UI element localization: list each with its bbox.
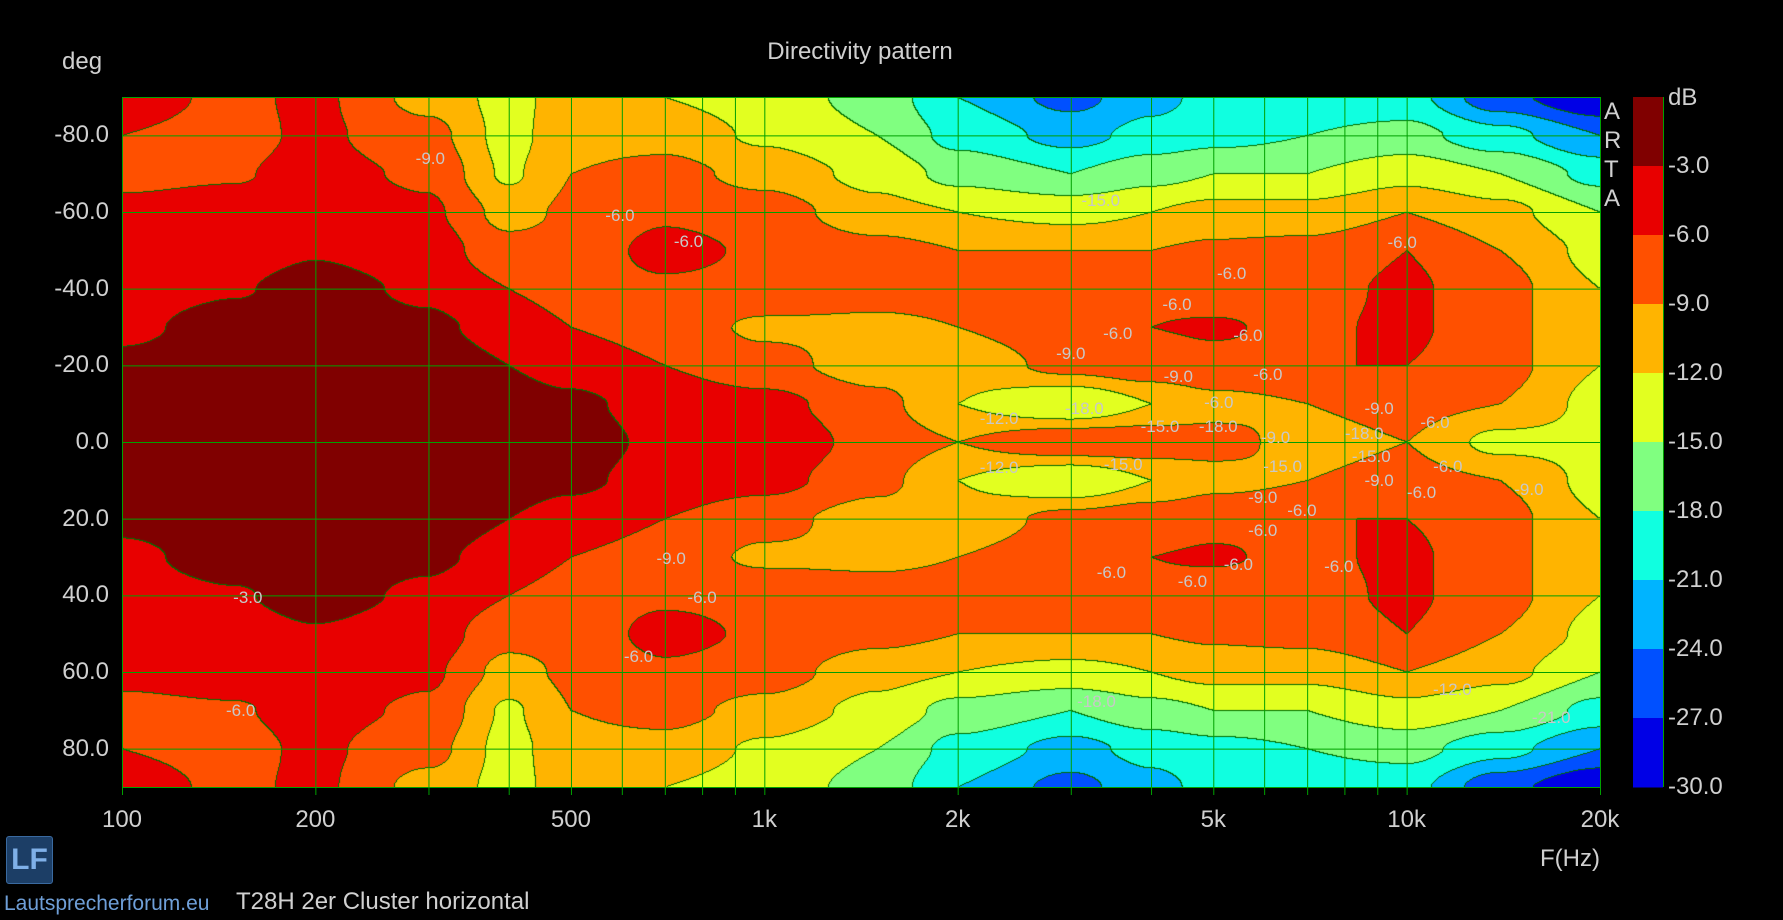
colorbar-tick-label: -3.0	[1668, 152, 1710, 179]
contour-label: -6.0	[1177, 572, 1208, 592]
contour-label: -6.0	[1233, 325, 1263, 345]
x-tick-label: 20k	[1580, 806, 1620, 833]
chart-caption: T28H 2er Cluster horizontal	[236, 888, 530, 915]
colorbar-tick-label: -9.0	[1668, 290, 1710, 317]
y-tick-label: -80.0	[54, 121, 109, 149]
contour-label: -12.0	[979, 408, 1019, 428]
contour-label: -6.0	[1216, 264, 1247, 284]
forum-logo: LF	[6, 836, 53, 884]
contour-label: -6.0	[1433, 456, 1463, 476]
contour-label: -15.0	[1140, 416, 1180, 436]
colorbar-band	[1633, 166, 1663, 236]
contour-label: -6.0	[673, 231, 704, 251]
contour-label: -9.0	[1364, 399, 1394, 419]
contour-label: -15.0	[1081, 190, 1121, 210]
colorbar-band	[1633, 373, 1663, 443]
arta-letter: A	[1604, 98, 1621, 125]
colorbar-tick-label: -27.0	[1668, 704, 1723, 731]
x-tick-label: 5k	[1200, 806, 1226, 833]
colorbar-tick-label: -21.0	[1668, 566, 1723, 593]
contour-label: -6.0	[225, 700, 256, 720]
contour-label: -15.0	[1263, 456, 1302, 476]
y-axis-label: deg	[62, 48, 103, 75]
colorbar-band	[1633, 235, 1663, 305]
y-tick-label: -60.0	[54, 198, 109, 225]
contour-label: -12.0	[1432, 680, 1472, 700]
contour-label: -21.0	[1531, 707, 1571, 727]
colorbar-band	[1633, 511, 1663, 581]
contour-label: -6.0	[1253, 365, 1283, 385]
colorbar-tick-label: -15.0	[1668, 428, 1723, 455]
x-tick-label: 100	[101, 806, 143, 833]
contour-label: -6.0	[1204, 392, 1234, 412]
arta-letter: T	[1604, 156, 1619, 183]
y-tick-label: 60.0	[62, 658, 109, 685]
colorbar-unit: dB	[1668, 84, 1698, 111]
colorbar-tick-label: -30.0	[1668, 773, 1723, 800]
y-tick-label: 20.0	[62, 504, 109, 532]
contour-label: -9.0	[415, 149, 445, 169]
arta-letter: A	[1604, 185, 1621, 212]
colorbar-tick-label: -12.0	[1668, 359, 1723, 386]
contour-label: -9.0	[1248, 488, 1278, 508]
forum-watermark: Lautsprecherforum.eu	[4, 892, 210, 915]
y-tick-label: -20.0	[54, 351, 109, 379]
colorbar-band	[1633, 304, 1663, 374]
contour-label: -6.0	[1103, 323, 1133, 343]
contour-label: -18.0	[1344, 423, 1384, 443]
contour-label: -6.0	[687, 588, 717, 608]
x-tick-label: 200	[295, 806, 336, 833]
contour-label: -9.0	[1056, 343, 1086, 363]
arta-letter: R	[1604, 127, 1622, 154]
y-tick-label: 40.0	[62, 581, 109, 609]
contour-label: -15.0	[1351, 447, 1391, 467]
contour-label: -9.0	[656, 548, 686, 568]
contour-label: -6.0	[1324, 556, 1354, 576]
contour-label: -3.0	[233, 588, 263, 608]
colorbar-band	[1633, 718, 1663, 788]
x-axis-label: F(Hz)	[1540, 845, 1600, 872]
contour-label: -6.0	[1096, 563, 1127, 583]
contour-label: -6.0	[1287, 500, 1317, 520]
colorbar-band	[1633, 442, 1663, 512]
y-tick-label: 0.0	[75, 428, 109, 455]
contour-label: -6.0	[1406, 482, 1437, 502]
colorbar-band	[1633, 580, 1663, 650]
contour-label: -18.0	[1065, 399, 1104, 419]
contour-label: -9.0	[1514, 480, 1544, 500]
plot-border	[122, 97, 1601, 788]
colorbar-band	[1633, 97, 1663, 167]
colorbar-tick-label: -6.0	[1668, 221, 1710, 248]
chart-title: Directivity pattern	[767, 38, 953, 65]
colorbar-band	[1633, 649, 1663, 719]
x-tick-label: 10k	[1387, 806, 1426, 833]
x-tick-label: 1k	[751, 806, 777, 833]
x-tick-label: 500	[550, 806, 591, 833]
contour-label: -9.0	[1260, 428, 1291, 448]
y-tick-label: -40.0	[54, 274, 109, 302]
contour-label: -6.0	[1223, 555, 1253, 575]
contour-label: -6.0	[1162, 295, 1192, 315]
contour-label: -6.0	[1420, 413, 1450, 433]
contour-label: -18.0	[1198, 416, 1238, 436]
contour-label: -9.0	[1364, 471, 1394, 491]
colorbar-tick-label: -24.0	[1668, 635, 1723, 662]
colorbar-tick-label: -18.0	[1668, 497, 1723, 524]
y-tick-label: 80.0	[62, 734, 109, 762]
contour-label: -6.0	[623, 647, 654, 667]
x-tick-label: 2k	[944, 806, 971, 833]
contour-label: -12.0	[979, 457, 1019, 477]
contour-label: -6.0	[1387, 233, 1417, 253]
contour-label: -6.0	[1248, 521, 1278, 541]
contour-label: -9.0	[1163, 366, 1193, 386]
contour-label: -18.0	[1077, 691, 1116, 711]
contour-label: -6.0	[605, 206, 635, 226]
contour-label: -15.0	[1103, 455, 1143, 475]
